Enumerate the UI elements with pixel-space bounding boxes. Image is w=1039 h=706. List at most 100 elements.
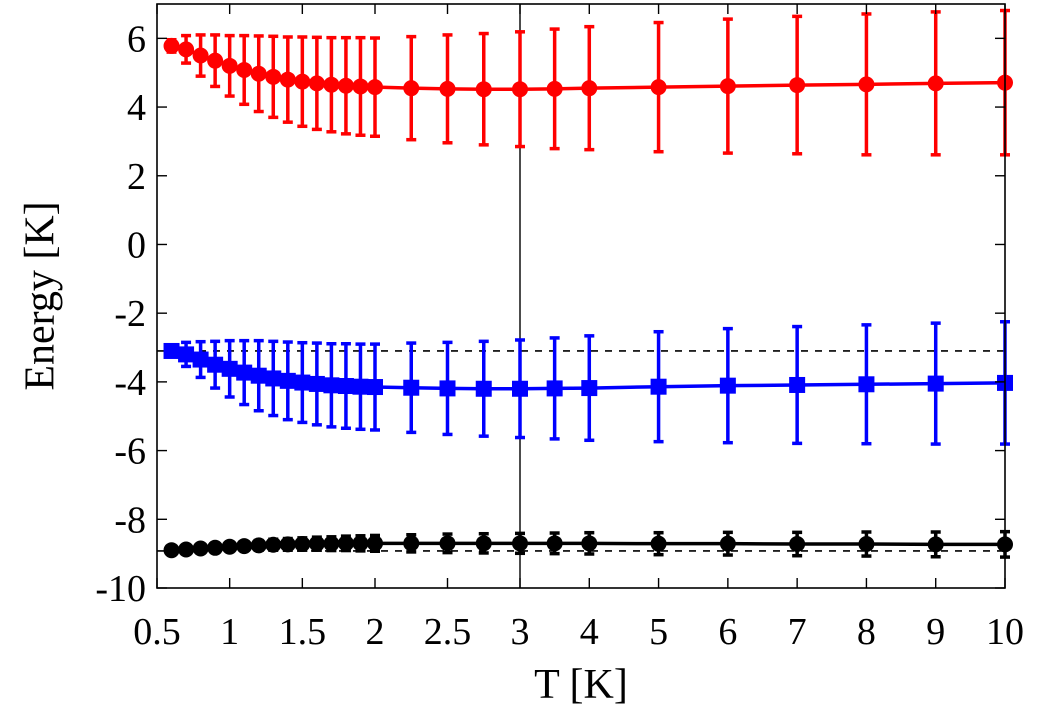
data-point: [221, 57, 238, 74]
x-tick-label: 10: [986, 611, 1024, 653]
data-point: [789, 376, 806, 393]
data-point: [192, 540, 209, 557]
data-point: [250, 65, 267, 82]
series-2: [163, 529, 1013, 559]
data-point: [337, 535, 354, 552]
data-point: [546, 535, 563, 552]
data-point: [294, 536, 311, 553]
data-point: [308, 375, 325, 392]
data-point: [858, 536, 875, 553]
data-point: [650, 79, 667, 96]
data-point: [163, 342, 180, 359]
data-point: [789, 536, 806, 553]
data-point: [352, 535, 369, 552]
data-point: [927, 375, 944, 392]
y-tick-label: 2: [127, 156, 146, 198]
y-axis-label: Energy [K]: [18, 201, 64, 390]
data-point: [294, 374, 311, 391]
data-point: [403, 379, 420, 396]
data-point: [265, 536, 282, 553]
x-tick-label: 0.5: [133, 611, 181, 653]
data-point: [475, 535, 492, 552]
data-point: [719, 78, 736, 95]
y-tick-label: -4: [114, 362, 146, 404]
data-point: [546, 80, 563, 97]
data-point: [546, 380, 563, 397]
data-point: [265, 68, 282, 85]
data-point: [650, 535, 667, 552]
data-point: [323, 76, 340, 93]
y-tick-label: -6: [114, 431, 146, 473]
data-point: [221, 360, 238, 377]
data-point: [192, 47, 209, 64]
data-point: [337, 378, 354, 395]
x-axis-label: T [K]: [534, 662, 628, 706]
x-tick-label: 3: [511, 611, 530, 653]
data-point: [323, 377, 340, 394]
data-point: [178, 41, 195, 58]
y-tick-label: 6: [127, 18, 146, 60]
data-point: [927, 536, 944, 553]
data-point: [178, 541, 195, 558]
x-tick-label: 9: [926, 611, 945, 653]
x-tick-label: 2: [366, 611, 385, 653]
data-point: [236, 538, 253, 555]
data-point: [367, 379, 383, 396]
data-point: [512, 81, 528, 98]
y-tick-label: -2: [114, 293, 146, 335]
data-point: [581, 80, 598, 97]
data-point: [323, 535, 340, 552]
series-layer: [163, 8, 1013, 559]
tick-labels: 0.5 1 1.5 2 2.5 3 4 5 6 7 8 9 10 -10 -8 -6 -4 -2 0 2 4 6: [95, 18, 1024, 653]
data-point: [178, 346, 195, 363]
data-point: [439, 80, 456, 97]
data-point: [265, 370, 282, 387]
data-point: [367, 79, 383, 96]
data-point: [581, 535, 598, 552]
x-tick-label: 1: [220, 611, 239, 653]
data-point: [207, 356, 224, 373]
data-point: [858, 376, 875, 393]
data-point: [352, 378, 369, 395]
y-tick-label: -10: [95, 568, 146, 610]
data-point: [475, 81, 492, 98]
data-point: [650, 378, 667, 395]
data-point: [439, 535, 456, 552]
plot-frame: [156, 3, 1006, 589]
data-point: [279, 71, 296, 88]
data-point: [279, 536, 296, 553]
data-point: [308, 535, 325, 552]
data-point: [367, 535, 383, 552]
data-point: [719, 377, 736, 394]
data-point: [192, 351, 209, 368]
data-point: [403, 80, 420, 97]
data-point: [789, 77, 806, 94]
series-1: [163, 320, 1013, 446]
x-tick-label: 2.5: [424, 611, 472, 653]
data-point: [927, 75, 944, 92]
x-tick-label: 5: [649, 611, 668, 653]
data-point: [337, 77, 354, 94]
data-point: [207, 539, 224, 556]
data-point: [308, 75, 325, 92]
x-tick-label: 8: [857, 611, 876, 653]
data-point: [512, 380, 528, 397]
data-point: [294, 73, 311, 90]
data-point: [719, 535, 736, 552]
data-point: [475, 380, 492, 397]
data-point: [207, 52, 224, 69]
x-tick-label: 4: [580, 611, 599, 653]
data-point: [236, 61, 253, 78]
data-point: [352, 78, 369, 95]
data-point: [236, 364, 253, 381]
data-point: [221, 538, 238, 555]
y-tick-label: -8: [114, 499, 146, 541]
data-point: [512, 535, 528, 552]
x-tick-label: 7: [788, 611, 807, 653]
data-point: [581, 380, 598, 397]
ticks: [156, 4, 1006, 589]
y-tick-label: 0: [127, 224, 146, 266]
data-point: [163, 542, 180, 559]
data-point: [858, 76, 875, 93]
y-tick-label: 4: [127, 87, 146, 129]
